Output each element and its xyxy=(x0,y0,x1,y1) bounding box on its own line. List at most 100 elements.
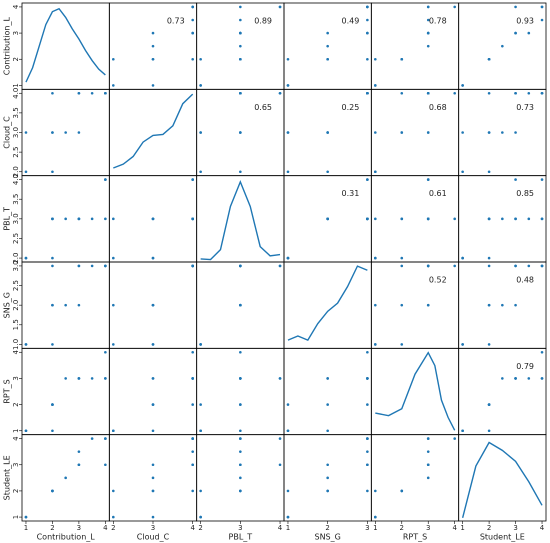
scatter-point xyxy=(239,91,242,95)
scatter-point xyxy=(400,303,404,307)
scatter-point xyxy=(77,264,81,268)
scatter-point xyxy=(286,256,290,260)
scatter-point xyxy=(366,57,369,61)
y-axis-label: RPT_S xyxy=(3,379,12,403)
scatter-point xyxy=(278,437,282,440)
scatter-point xyxy=(366,437,369,440)
scatter-point xyxy=(527,31,531,35)
y-tick-label: 3 xyxy=(12,376,20,380)
scatter-point xyxy=(51,170,54,174)
scatter-point xyxy=(104,217,107,221)
x-tick-label: 2 xyxy=(487,524,491,532)
correlation-label: 0.52 xyxy=(429,276,447,285)
cell-frame xyxy=(370,434,460,522)
scatter-point xyxy=(104,264,107,268)
scatter-point xyxy=(326,31,329,35)
scatter-point xyxy=(400,91,404,95)
scatter-point xyxy=(487,303,491,307)
correlation-label: 0.78 xyxy=(429,17,447,26)
scatter-point xyxy=(286,131,290,134)
y-tick-label: 4.0 xyxy=(12,88,20,99)
scatter-point xyxy=(501,303,504,307)
scatter-point xyxy=(112,343,115,346)
scatter-point xyxy=(239,170,242,174)
scatter-point xyxy=(239,303,242,307)
scatter-point xyxy=(151,343,155,346)
scatter-point xyxy=(326,429,329,433)
scatter-point xyxy=(278,463,282,467)
scatter-point xyxy=(239,476,242,480)
y-tick-label: 2.5 xyxy=(12,147,20,158)
scatter-point xyxy=(112,217,115,221)
scatter-point xyxy=(24,429,28,433)
y-axis-label: Cloud_C xyxy=(3,116,12,149)
scatter-point xyxy=(191,450,194,453)
scatter-point xyxy=(366,350,369,354)
scatter-point xyxy=(191,178,194,181)
scatter-point xyxy=(487,131,491,134)
scatter-point xyxy=(191,264,194,268)
scatter-point xyxy=(191,31,194,35)
scatter-point xyxy=(191,217,194,221)
scatter-point xyxy=(326,463,329,467)
scatter-point xyxy=(151,84,155,87)
scatter-point xyxy=(151,57,155,61)
scatter-point xyxy=(64,217,67,221)
x-tick-label: 4 xyxy=(103,524,108,532)
x-tick-label: 1 xyxy=(373,524,377,532)
scatter-point xyxy=(540,5,544,9)
scatter-point xyxy=(278,91,282,95)
x-tick-label: 1 xyxy=(286,524,290,532)
scatter-point xyxy=(453,264,456,268)
scatter-point xyxy=(199,57,202,61)
scatter-point xyxy=(51,91,54,95)
scatter-point xyxy=(24,256,28,260)
y-tick-label: 2 xyxy=(12,489,20,493)
y-tick-label: 1 xyxy=(12,83,20,87)
kde-curve xyxy=(287,265,368,341)
scatter-point xyxy=(461,131,464,134)
scatter-point xyxy=(239,450,242,453)
scatter-point xyxy=(374,489,377,493)
scatter-point xyxy=(239,18,242,22)
scatter-point xyxy=(51,303,54,307)
scatter-point xyxy=(461,84,464,87)
scatter-point xyxy=(191,463,194,467)
scatter-point xyxy=(540,178,544,181)
scatter-point xyxy=(191,350,194,354)
scatter-point xyxy=(487,403,491,406)
scatter-point xyxy=(514,31,517,35)
scatter-point xyxy=(487,170,491,174)
scatter-point xyxy=(64,303,67,307)
scatter-point xyxy=(239,264,242,268)
y-tick-label: 3.0 xyxy=(12,213,20,224)
scatter-point xyxy=(151,217,155,221)
scatter-point xyxy=(112,84,115,87)
scatter-point xyxy=(191,403,194,406)
scatter-point xyxy=(326,489,329,493)
scatter-point xyxy=(77,91,81,95)
scatter-point xyxy=(239,429,242,433)
scatter-point xyxy=(51,489,54,493)
scatter-point xyxy=(326,57,329,61)
scatter-point xyxy=(400,256,404,260)
scatter-point xyxy=(374,84,377,87)
scatter-point xyxy=(487,264,491,268)
scatter-point xyxy=(286,57,290,61)
scatter-point xyxy=(487,91,491,95)
x-tick-label: 2 xyxy=(400,524,404,532)
y-tick-label: 3.0 xyxy=(12,127,20,138)
scatter-point xyxy=(64,476,67,480)
scatter-point xyxy=(151,256,155,260)
correlation-label: 0.49 xyxy=(342,17,360,26)
scatter-point xyxy=(24,131,28,134)
scatter-point xyxy=(104,178,107,181)
scatter-point xyxy=(286,84,290,87)
scatter-point xyxy=(426,264,430,268)
scatter-point xyxy=(286,489,290,493)
scatter-point xyxy=(239,437,242,440)
kde-curve xyxy=(200,179,281,261)
scatter-point xyxy=(199,403,202,406)
scatter-point xyxy=(278,377,282,380)
scatter-point xyxy=(239,131,242,134)
